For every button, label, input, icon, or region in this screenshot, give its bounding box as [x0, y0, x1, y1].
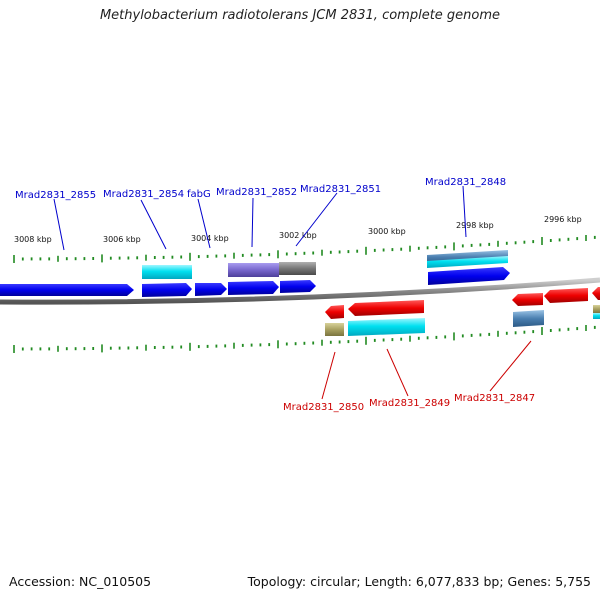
genome-summary-label: Topology: circular; Length: 6,077,833 bp…	[247, 574, 591, 589]
gene-arrow-fabg[interactable]	[195, 283, 227, 296]
kbp-label-2996: 2996 kbp	[544, 215, 582, 224]
kbp-label-2998: 2998 kbp	[456, 221, 494, 230]
leader-mrad2831-2852	[251, 197, 254, 248]
gene-arrow-mrad2831-2854[interactable]	[142, 283, 192, 297]
feature-box-cyan-2849[interactable]	[348, 318, 425, 336]
gene-label-mrad2831-2848[interactable]: Mrad2831_2848	[425, 177, 506, 188]
feature-box-olive-right[interactable]	[593, 305, 600, 313]
gene-arrow-reverse-right-1[interactable]	[544, 288, 588, 303]
gene-label-mrad2831-2852[interactable]: Mrad2831_2852	[216, 187, 297, 198]
leader-mrad2831-2855	[53, 198, 65, 251]
leader-mrad2831-2849	[386, 348, 409, 397]
gene-arrow-mrad2831-2849[interactable]	[348, 300, 424, 316]
leader-fabg	[197, 198, 211, 249]
gene-label-mrad2831-2849[interactable]: Mrad2831_2849	[369, 398, 450, 409]
gene-arrow-mrad2831-2850[interactable]	[325, 305, 344, 319]
forward-features	[0, 250, 510, 297]
gene-label-mrad2831-2854[interactable]: Mrad2831_2854	[103, 189, 184, 200]
feature-box-purple-2852[interactable]	[228, 263, 279, 277]
feature-box-slate-2847[interactable]	[513, 310, 544, 327]
kbp-label-3006: 3006 kbp	[103, 235, 141, 244]
feature-box-cyan-right[interactable]	[593, 313, 600, 319]
kbp-label-3000: 3000 kbp	[368, 227, 406, 236]
forward-tick-row	[13, 235, 596, 263]
feature-box-gray-2851[interactable]	[279, 262, 316, 275]
kbp-label-3002: 3002 kbp	[279, 231, 317, 240]
leader-mrad2831-2848	[462, 185, 467, 238]
genome-backbone	[0, 277, 600, 305]
reverse-tick-row	[13, 325, 596, 353]
gene-arrow-mrad2831-2848[interactable]	[428, 267, 510, 285]
leader-mrad2831-2851	[295, 192, 338, 247]
forward-leader-lines	[53, 185, 467, 251]
leader-mrad2831-2850	[321, 351, 336, 400]
gene-label-mrad2831-2847[interactable]: Mrad2831_2847	[454, 393, 535, 404]
gene-label-mrad2831-2851[interactable]: Mrad2831_2851	[300, 184, 381, 195]
feature-box-cyan-2854[interactable]	[142, 265, 192, 279]
reverse-features	[325, 287, 600, 336]
kbp-label-3008: 3008 kbp	[14, 235, 52, 244]
reverse-leader-lines	[321, 340, 532, 400]
accession-label: Accession: NC_010505	[9, 574, 152, 589]
gene-arrow-mrad2831-2852[interactable]	[228, 281, 279, 295]
gene-label-mrad2831-2855[interactable]: Mrad2831_2855	[15, 190, 96, 201]
gene-label-fabg[interactable]: fabG	[187, 189, 211, 200]
gene-arrow-mrad2831-2855[interactable]	[0, 284, 134, 296]
genome-title: Methylobacterium radiotolerans JCM 2831,…	[99, 8, 501, 23]
kbp-label-3004: 3004 kbp	[191, 234, 229, 243]
gene-label-mrad2831-2850[interactable]: Mrad2831_2850	[283, 402, 364, 413]
gene-arrow-mrad2831-2851[interactable]	[280, 280, 316, 293]
gene-arrow-mrad2831-2847[interactable]	[512, 293, 543, 306]
feature-box-olive-2850[interactable]	[325, 323, 344, 336]
leader-mrad2831-2854	[140, 199, 167, 250]
gene-arrow-reverse-right-2[interactable]	[592, 287, 600, 300]
leader-mrad2831-2847	[489, 340, 532, 392]
feature-box-cyan-2848[interactable]	[427, 256, 508, 268]
